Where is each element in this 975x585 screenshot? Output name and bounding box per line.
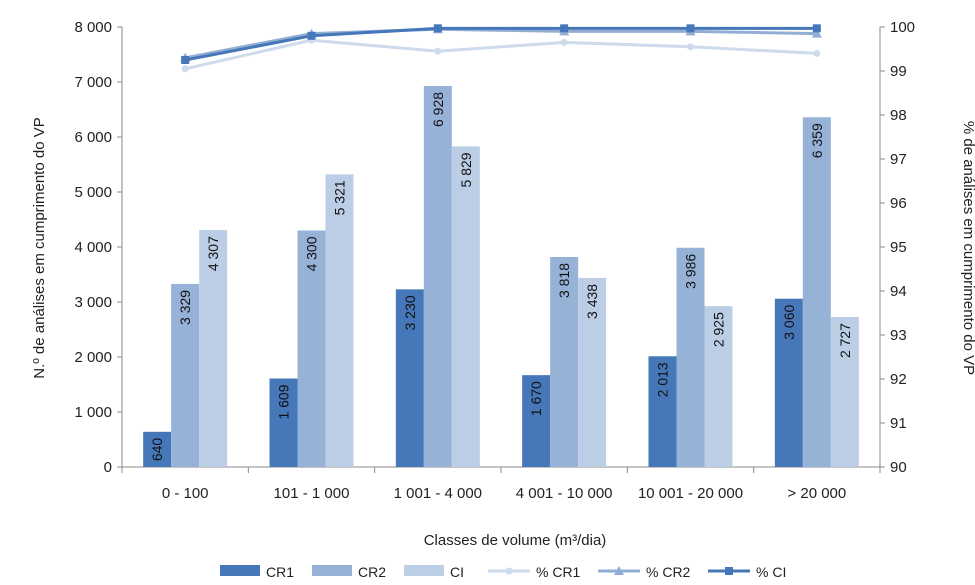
bar-ci [325, 174, 354, 467]
y2-tick-labels: 90 91 92 93 94 95 96 97 98 99 100 [880, 19, 915, 476]
bar-cr1 [395, 289, 424, 467]
legend-label-cr2: % CR2 [646, 564, 691, 580]
bar-value-label: 3 818 [556, 263, 572, 298]
point-cr1 [687, 43, 694, 51]
bar-cr1 [648, 356, 677, 467]
y2-tick-label: 92 [890, 371, 907, 388]
point-ci [307, 31, 316, 40]
y2-tick-label: 97 [890, 151, 907, 168]
legend-swatch-ci [404, 565, 444, 576]
y-tick-label: 2 000 [74, 349, 112, 366]
point-cr1 [813, 49, 821, 57]
x-tick-label: 101 - 1 000 [274, 485, 350, 502]
y-tick-label: 4 000 [74, 239, 112, 256]
bar-value-label: 4 307 [205, 236, 221, 271]
point-ci [181, 56, 190, 64]
legend-swatch-cr2 [312, 565, 352, 576]
bar-cr2 [171, 283, 200, 467]
x-tick-label: 10 001 - 20 000 [638, 485, 743, 502]
bar-value-label: 1 670 [528, 381, 544, 416]
y2-tick-label: 93 [890, 327, 907, 344]
bar-cr2 [802, 117, 831, 467]
bar-value-label: 5 829 [458, 152, 474, 187]
bar-cr2 [297, 230, 326, 467]
y-tick-label: 8 000 [74, 19, 112, 36]
bar-cr2 [676, 247, 705, 467]
point-ci [812, 24, 821, 33]
bar-value-label: 3 986 [683, 254, 699, 289]
point-ci [686, 24, 695, 33]
point-cr1 [181, 65, 189, 73]
bar-value-label: 2 013 [655, 362, 671, 397]
y2-tick-label: 99 [890, 63, 907, 80]
bar-value-label: 640 [149, 438, 165, 462]
x-tick-label: 0 - 100 [162, 485, 209, 502]
bar-value-label: 6 928 [430, 92, 446, 127]
y2-tick-label: 91 [890, 415, 907, 432]
x-tick-labels: 0 - 100 101 - 1 000 1 001 - 4 000 4 001 - 1… [121, 467, 881, 502]
bar-ci [451, 146, 480, 467]
point-cr2 [811, 28, 822, 38]
bar-value-label: 3 230 [402, 295, 418, 330]
y-tick-label: 0 [104, 459, 112, 476]
legend: CR1 CR2 CI % CR1 % CR2 % CI [220, 564, 786, 580]
bar-ci [578, 277, 607, 467]
legend-swatch-cr1 [220, 565, 260, 576]
bar-value-label: 4 300 [304, 236, 320, 271]
bar-value-label: 1 609 [276, 384, 292, 419]
bar-value-label: 2 925 [711, 312, 727, 347]
point-ci [433, 24, 442, 33]
plot-area: 640 1 609 3 230 1 670 2 013 3 060 3 329 4 300 6 … [121, 24, 881, 468]
line-cr2 [184, 27, 817, 60]
legend-label-cr2: CR2 [358, 564, 386, 580]
bar-value-label: 3 060 [781, 304, 797, 339]
y-tick-label: 3 000 [74, 294, 112, 311]
bar-value-label: 5 321 [332, 180, 348, 215]
y-tick-label: 6 000 [74, 129, 112, 146]
y2-tick-label: 90 [890, 459, 907, 476]
legend-marker-ci [725, 567, 733, 575]
legend-marker-cr2 [614, 566, 624, 575]
point-ci [560, 24, 569, 33]
line-cr1 [184, 38, 817, 71]
bar-cr2 [550, 257, 579, 467]
bar-cr1 [143, 431, 172, 467]
y-tick-labels: 0 1 000 2 000 3 000 4 000 5 000 6 000 7 000 8 00… [74, 19, 122, 476]
y-axis-title: N.º de análises em cumprimento do VP [31, 117, 48, 378]
bar-ci [199, 230, 228, 467]
y2-tick-label: 98 [890, 107, 907, 124]
y-tick-label: 1 000 [74, 404, 112, 421]
line-ci [184, 26, 817, 62]
legend-marker-cr1 [505, 567, 513, 575]
bar-value-label: 3 438 [584, 284, 600, 319]
bar-cr2 [423, 85, 452, 468]
bar-ci [704, 306, 733, 467]
y2-axis-title: % de análises em cumprimento do VP [960, 121, 975, 375]
y2-tick-label: 94 [890, 283, 907, 300]
bar-value-label: 6 359 [809, 123, 825, 158]
legend-label-cr1: % CR1 [536, 564, 581, 580]
bar-value-label: 2 727 [837, 323, 853, 358]
point-cr1 [434, 47, 442, 55]
x-tick-label: 4 001 - 10 000 [516, 485, 613, 502]
point-cr1 [560, 38, 568, 46]
y-tick-label: 7 000 [74, 74, 112, 91]
x-tick-label: 1 001 - 4 000 [394, 485, 482, 502]
x-tick-label: > 20 000 [787, 485, 846, 502]
legend-label-ci: CI [450, 564, 464, 580]
bar-cr1 [522, 375, 551, 467]
x-axis-title: Classes de volume (m³/dia) [424, 532, 607, 549]
y2-tick-label: 95 [890, 239, 907, 256]
y2-tick-label: 96 [890, 195, 907, 212]
legend-label-cr1: CR1 [266, 564, 294, 580]
y2-tick-label: 100 [890, 19, 915, 36]
bar-cr1 [269, 378, 298, 467]
bar-ci [830, 317, 859, 467]
bar-value-label: 3 329 [177, 290, 193, 325]
y-tick-label: 5 000 [74, 184, 112, 201]
legend-label-ci: % CI [756, 564, 786, 580]
bar-cr1 [774, 298, 803, 467]
